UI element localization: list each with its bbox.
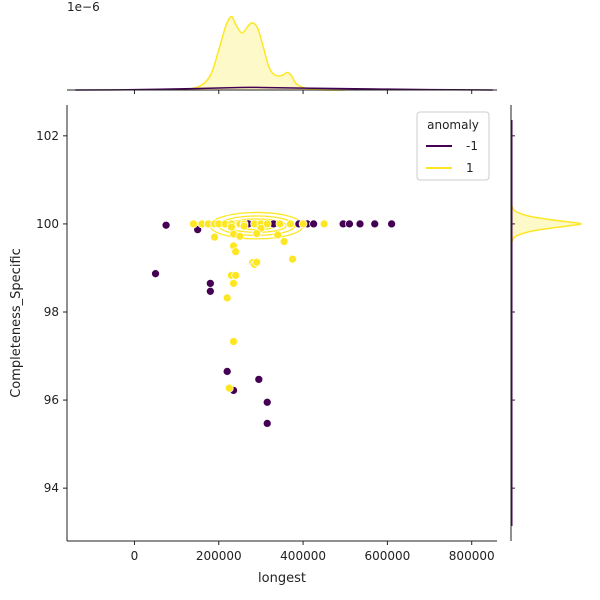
anomaly-neg1-point xyxy=(205,279,215,288)
anomaly-1-point xyxy=(235,231,245,241)
anomaly-neg1-point xyxy=(151,269,160,279)
anomaly-neg1-point xyxy=(205,286,215,296)
anomaly-neg1-point xyxy=(309,219,318,229)
anomaly-1-point xyxy=(222,293,232,303)
anomaly-1-point xyxy=(319,219,329,229)
right-kde-line-anomaly-1 xyxy=(510,201,582,247)
legend-box xyxy=(416,111,490,181)
anomaly-neg1-point xyxy=(222,367,232,376)
legend-title: anomaly xyxy=(427,118,479,132)
anomaly-1-point xyxy=(286,219,295,229)
anomaly-neg1-point xyxy=(262,419,272,428)
anomaly-1-point xyxy=(275,219,285,229)
y-tick-label: 96 xyxy=(44,393,59,407)
anomaly-1-point xyxy=(273,230,283,240)
y-axis-label: Completeness_Specific xyxy=(9,248,24,398)
anomaly-1-point xyxy=(262,219,272,229)
top-marginal-offset-label: 1e−6 xyxy=(67,0,100,14)
anomaly-neg1-point xyxy=(254,375,264,384)
anomaly-neg1-point xyxy=(355,219,365,229)
anomaly-neg1-point xyxy=(370,219,380,229)
anomaly-neg1-point xyxy=(345,219,354,229)
scatter-points xyxy=(151,219,396,428)
anomaly-1-point xyxy=(210,232,219,242)
right-kde-fill-anomaly-1 xyxy=(511,201,581,246)
anomaly-neg1-point xyxy=(161,220,171,230)
anomaly-neg1-point xyxy=(387,219,396,229)
x-tick-label: 400000 xyxy=(280,549,326,563)
anomaly-1-point xyxy=(189,219,198,229)
top-kde-line-anomaly-1 xyxy=(176,15,346,91)
y-tick-label: 94 xyxy=(44,481,59,495)
main-axes: 0 200000 400000 600000 800000 94 96 98 100 102 xyxy=(36,105,497,563)
y-tick-label: 102 xyxy=(36,129,59,143)
top-marginal-kde: 1e−6 xyxy=(67,0,497,94)
top-kde-line-anomaly-neg1 xyxy=(75,86,493,91)
x-axis-label: longest xyxy=(258,571,306,586)
y-tick-label: 98 xyxy=(44,305,59,319)
main-scatter-plot: 0 200000 400000 600000 800000 94 96 98 100 102 lo… xyxy=(9,105,497,586)
y-tick-label: 100 xyxy=(36,217,59,231)
right-marginal-kde xyxy=(510,105,582,541)
anomaly-1-point xyxy=(229,279,238,288)
anomaly-1-point xyxy=(239,221,249,231)
legend-label-1: 1 xyxy=(466,161,474,175)
anomaly-1-point xyxy=(252,229,262,238)
anomaly-1-point xyxy=(298,219,308,229)
x-tick-label: 0 xyxy=(131,549,139,563)
anomaly-1-point xyxy=(279,237,289,246)
x-tick-label: 600000 xyxy=(364,549,410,563)
legend-label-neg1: -1 xyxy=(466,139,478,153)
x-tick-label: 800000 xyxy=(449,549,495,563)
anomaly-1-point xyxy=(288,254,297,264)
anomaly-neg1-point xyxy=(262,397,272,407)
anomaly-1-point xyxy=(231,271,240,280)
anomaly-1-point xyxy=(252,257,262,267)
anomaly-1-point xyxy=(231,247,240,257)
x-tick-label: 200000 xyxy=(196,549,242,563)
top-kde-fill-anomaly-1 xyxy=(176,16,346,91)
anomaly-1-point xyxy=(224,383,234,393)
anomaly-1-point xyxy=(229,337,238,346)
legend: anomaly -1 1 xyxy=(416,111,490,181)
